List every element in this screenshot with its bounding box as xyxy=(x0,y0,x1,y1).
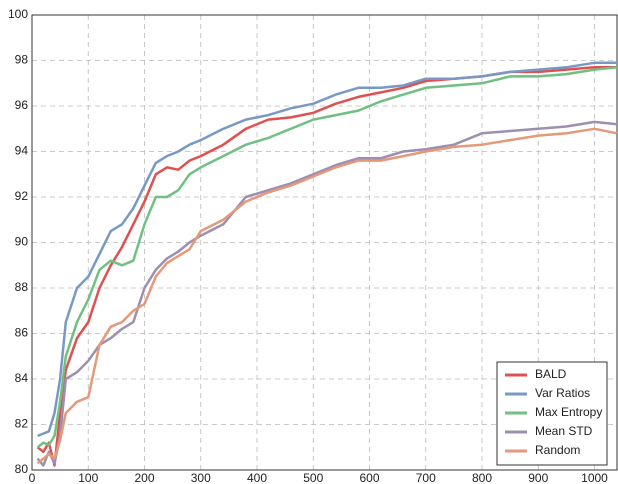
x-tick-label: 1000 xyxy=(581,471,608,484)
x-tick-label: 800 xyxy=(472,471,492,484)
y-tick-label: 92 xyxy=(15,189,29,203)
x-tick-label: 0 xyxy=(29,471,36,484)
legend-label: Mean STD xyxy=(535,424,593,438)
y-tick-label: 94 xyxy=(15,144,29,158)
series-line xyxy=(36,127,618,465)
legend-label: Max Entropy xyxy=(535,405,602,419)
y-tick-label: 98 xyxy=(15,53,29,67)
legend-label: Random xyxy=(535,443,580,457)
x-tick-label: 900 xyxy=(528,471,548,484)
y-tick-label: 84 xyxy=(15,371,29,385)
x-tick-label: 100 xyxy=(78,471,98,484)
x-tick-label: 300 xyxy=(191,471,211,484)
y-tick-label: 86 xyxy=(15,326,29,340)
legend-label: Var Ratios xyxy=(535,386,590,400)
y-tick-label: 96 xyxy=(15,98,29,112)
x-tick-label: 200 xyxy=(134,471,154,484)
plot-frame xyxy=(31,14,618,471)
y-tick-label: 82 xyxy=(15,417,29,431)
y-tick-label: 100 xyxy=(8,7,28,21)
x-tick-label: 500 xyxy=(303,471,323,484)
legend-label: BALD xyxy=(535,367,567,381)
x-tick-label: 600 xyxy=(359,471,379,484)
y-tick-label: 88 xyxy=(15,280,29,294)
series-line xyxy=(36,120,618,467)
y-tick-label: 80 xyxy=(15,462,29,476)
series-line xyxy=(36,66,618,449)
x-tick-label: 700 xyxy=(416,471,436,484)
y-tick-label: 90 xyxy=(15,235,29,249)
x-tick-label: 400 xyxy=(247,471,267,484)
series-line xyxy=(37,61,617,438)
